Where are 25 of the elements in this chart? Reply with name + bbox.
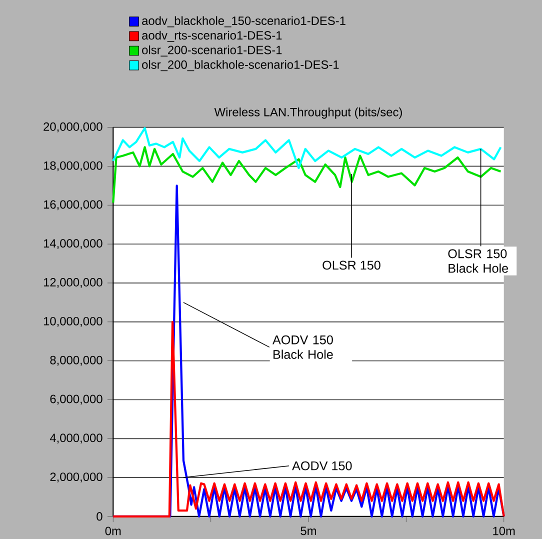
y-tick-label: 16,000,000 xyxy=(44,200,102,210)
legend-label: aodv_blackhole_150-scenario1-DES-1 xyxy=(142,16,346,28)
x-tick-label: 10m xyxy=(493,526,515,536)
x-tick-label: 5m xyxy=(300,526,316,535)
x-tick-label: 0m xyxy=(105,526,121,536)
annotation: AODV 150 xyxy=(292,461,352,470)
chart-title: Wireless LAN.Throughput (bits/sec) xyxy=(214,107,402,119)
legend-label: olsr_200_blackhole-scenario1-DES-1 xyxy=(142,60,339,71)
annotation: OLSR 150 Black Hole xyxy=(448,249,508,273)
legend-label: olsr_200-scenario1-DES-1 xyxy=(142,45,282,56)
y-tick-label: 20,000,000 xyxy=(44,122,102,132)
y-tick-label: 12,000,000 xyxy=(44,278,102,288)
line-series xyxy=(112,126,502,169)
annotation: AODV 150 Black Hole xyxy=(272,335,333,359)
y-tick-label: 8,000,000 xyxy=(50,356,102,366)
line-series xyxy=(112,146,502,204)
y-tick-label: 0 xyxy=(96,512,102,521)
y-tick-label: 18,000,000 xyxy=(44,161,102,172)
y-tick-label: 2,000,000 xyxy=(50,472,102,482)
annotation: OLSR 150 xyxy=(322,260,380,270)
legend-label: aodv_rts-scenario1-DES-1 xyxy=(142,30,282,42)
y-tick-label: 6,000,000 xyxy=(50,394,102,404)
y-tick-label: 4,000,000 xyxy=(50,434,102,444)
y-tick-label: 14,000,000 xyxy=(44,238,102,249)
y-tick-label: 10,000,000 xyxy=(44,316,102,327)
